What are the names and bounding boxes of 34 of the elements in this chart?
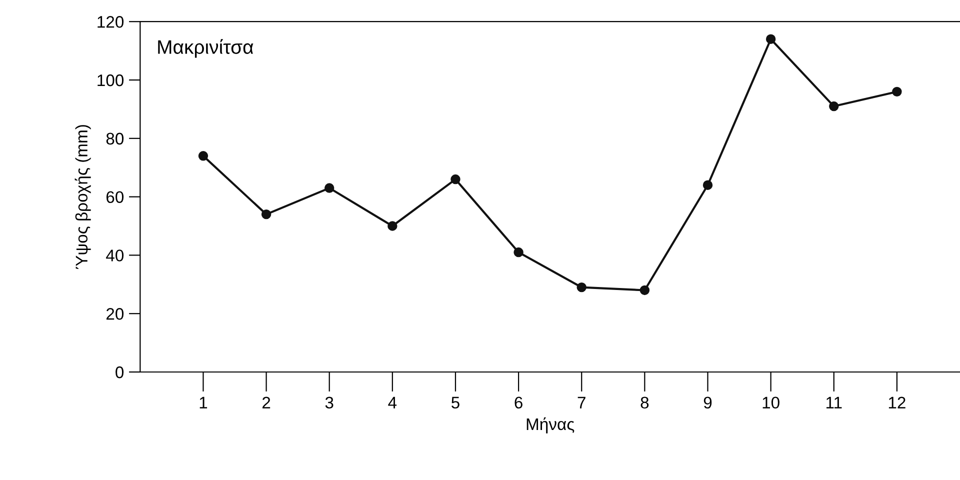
point [388, 221, 398, 231]
x-tick-label: 8 [640, 396, 649, 409]
point [702, 180, 713, 190]
y-tick-label: 40 [106, 250, 124, 262]
point [450, 174, 460, 184]
y-tick-label: 20 [106, 308, 124, 320]
y-tick-label: 100 [98, 74, 124, 86]
x-tick-label: 2 [262, 396, 270, 408]
x-tick-label: 11 [826, 396, 842, 408]
point [829, 101, 839, 112]
y-tick-label: 60 [106, 191, 124, 204]
text: Μακρινίτσα [158, 39, 254, 58]
x-tick-label: 10 [762, 396, 780, 409]
point [198, 151, 208, 161]
x-tick-label: 4 [388, 396, 397, 408]
point [640, 285, 650, 296]
x-axis-title: Μήνας [526, 417, 574, 434]
x-tick-label: 1 [200, 396, 208, 408]
y-tick-label: 0 [116, 366, 124, 378]
point [576, 282, 586, 292]
x-tick-label: 3 [325, 396, 334, 409]
point [766, 34, 776, 44]
y-axis-title: Ύψος βροχής (mm) [74, 125, 91, 270]
point [261, 209, 272, 220]
y-tick-label: 120 [98, 16, 124, 28]
point [514, 247, 524, 258]
y-tick-label: 80 [106, 132, 124, 145]
point [324, 183, 334, 193]
x-tick-label: 6 [514, 396, 522, 409]
x-tick-label: 9 [704, 396, 712, 409]
x-tick-label: 12 [888, 396, 906, 408]
point [892, 86, 902, 97]
x-tick-label: 5 [452, 396, 460, 409]
x-tick-label: 7 [578, 396, 586, 408]
